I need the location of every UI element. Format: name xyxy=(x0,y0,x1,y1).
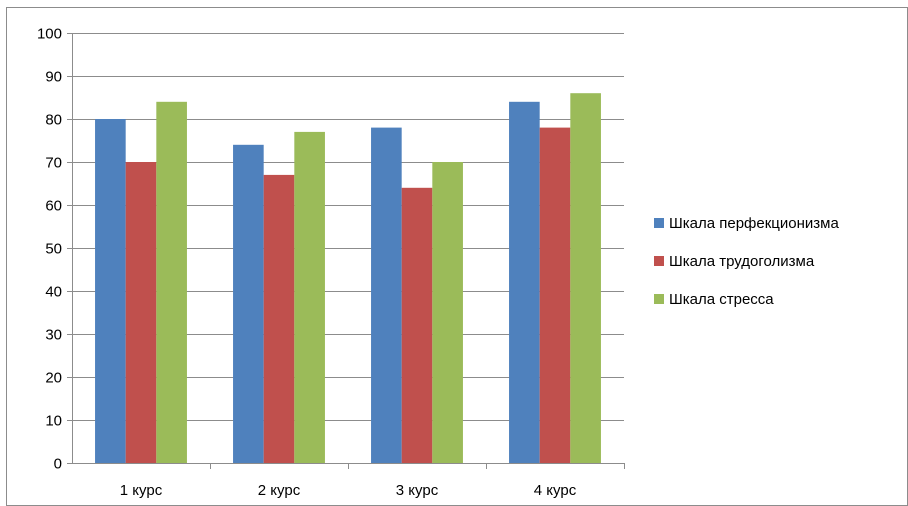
y-tick-labels: 0 10 20 30 40 50 60 70 80 90 100 xyxy=(37,26,62,473)
bar-series-1-cat-3 xyxy=(371,127,402,463)
bar-series-2-cat-2 xyxy=(263,174,295,463)
y-tick-label: 100 xyxy=(37,26,62,43)
x-category-label: 1 курс xyxy=(120,482,163,499)
bar-series-2-cat-1 xyxy=(125,162,157,463)
legend-label: Шкала перфекционизма xyxy=(669,215,839,232)
bar-series-3-cat-4 xyxy=(570,93,601,463)
legend-swatch xyxy=(654,294,664,304)
y-tick-label: 10 xyxy=(45,413,62,430)
bar-series-3-cat-2 xyxy=(294,131,325,463)
y-tick-label: 0 xyxy=(54,456,62,473)
y-tick-label: 50 xyxy=(45,241,62,258)
legend-swatch xyxy=(654,256,664,266)
x-category-label: 3 курс xyxy=(396,482,439,499)
bar-series-3-cat-1 xyxy=(156,101,187,464)
x-category-label: 4 курс xyxy=(534,482,577,499)
y-tick-label: 90 xyxy=(45,69,62,86)
bar-series-3-cat-3 xyxy=(432,162,463,463)
legend-label: Шкала стресса xyxy=(669,291,774,308)
y-tick-label: 60 xyxy=(45,198,62,215)
legend: Шкала перфекционизма Шкала трудоголизма Шк… xyxy=(654,215,839,308)
legend-swatch xyxy=(654,218,664,228)
y-tick-label: 20 xyxy=(45,370,62,387)
bar-series-2-cat-3 xyxy=(401,187,433,464)
y-tick-label: 70 xyxy=(45,155,62,172)
y-tick-label: 30 xyxy=(45,327,62,344)
bar-series-1-cat-2 xyxy=(233,144,264,464)
x-category-labels: 1 курс 2 курс 3 курс 4 курс xyxy=(120,482,577,499)
x-category-label: 2 курс xyxy=(258,482,301,499)
y-tick-label: 40 xyxy=(45,284,62,301)
axes xyxy=(67,33,625,469)
bar-series-2-cat-4 xyxy=(539,127,571,463)
bar-series-1-cat-1 xyxy=(95,119,126,463)
legend-label: Шкала трудоголизма xyxy=(669,253,815,270)
y-tick-label: 80 xyxy=(45,112,62,129)
bars xyxy=(95,93,601,464)
bar-series-1-cat-4 xyxy=(509,101,540,464)
